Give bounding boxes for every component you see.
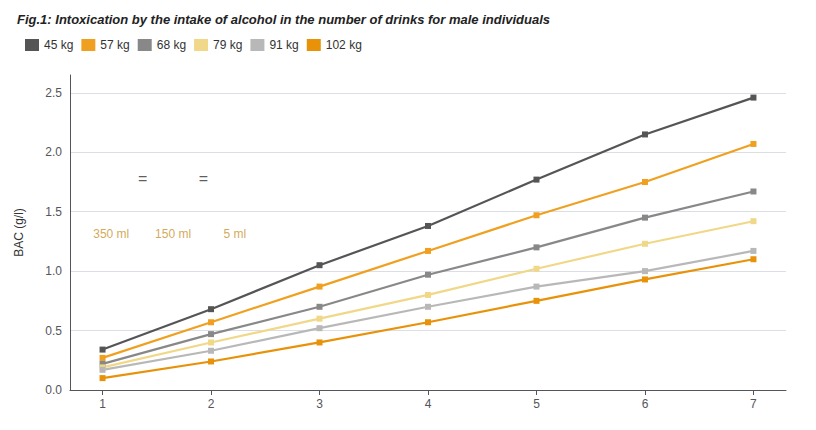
svg-text:0.0: 0.0 [45,383,62,397]
svg-text:=: = [138,170,147,187]
svg-text:350 ml: 350 ml [93,227,129,241]
svg-text:3: 3 [316,397,323,411]
svg-text:5 ml: 5 ml [224,227,247,241]
svg-text:79 kg: 79 kg [213,38,242,52]
svg-text:150 ml: 150 ml [155,227,191,241]
svg-text:91 kg: 91 kg [269,38,298,52]
svg-text:=: = [199,170,208,187]
svg-text:2: 2 [208,397,215,411]
svg-text:1: 1 [99,397,106,411]
svg-text:45 kg: 45 kg [44,38,73,52]
svg-text:1.0: 1.0 [45,264,62,278]
svg-text:BAC (g/l): BAC (g/l) [12,208,26,257]
svg-text:57 kg: 57 kg [100,38,129,52]
svg-text:7: 7 [750,397,757,411]
svg-text:2.0: 2.0 [45,145,62,159]
svg-text:1.5: 1.5 [45,205,62,219]
svg-text:4: 4 [425,397,432,411]
svg-text:0.5: 0.5 [45,324,62,338]
svg-text:2.5: 2.5 [45,86,62,100]
svg-text:68 kg: 68 kg [157,38,186,52]
svg-text:Fig.1: Intoxication by the int: Fig.1: Intoxication by the intake of alc… [17,12,550,27]
svg-text:6: 6 [642,397,649,411]
svg-text:102 kg: 102 kg [326,38,362,52]
svg-text:5: 5 [533,397,540,411]
